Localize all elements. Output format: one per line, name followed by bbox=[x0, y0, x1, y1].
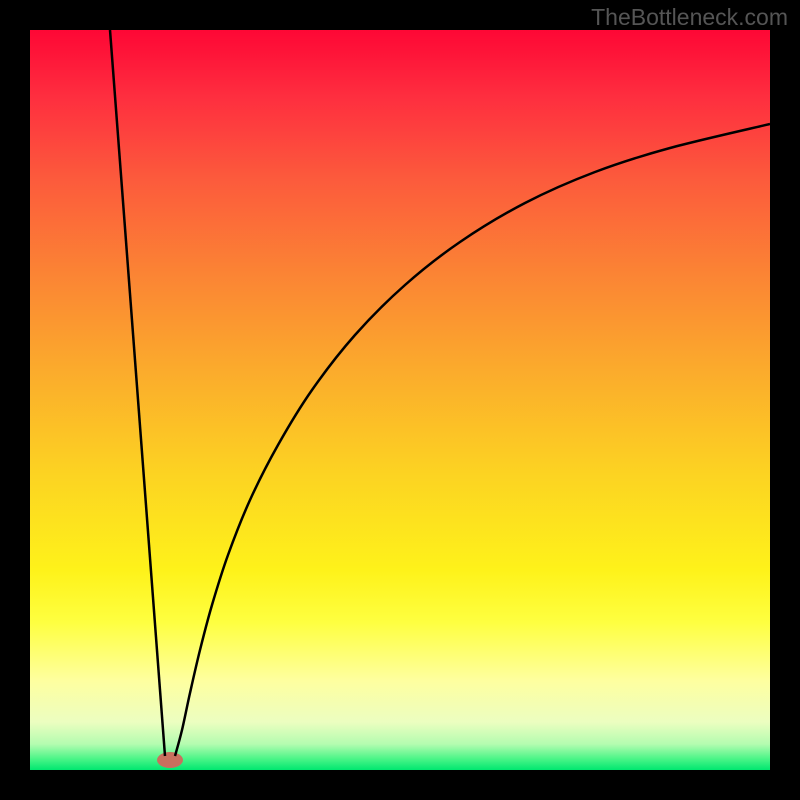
minimum-marker bbox=[157, 752, 183, 768]
plot-area bbox=[30, 30, 770, 770]
bottleneck-chart bbox=[0, 0, 800, 800]
watermark-text: TheBottleneck.com bbox=[591, 4, 788, 31]
gradient-background bbox=[30, 30, 770, 770]
chart-container: TheBottleneck.com bbox=[0, 0, 800, 800]
